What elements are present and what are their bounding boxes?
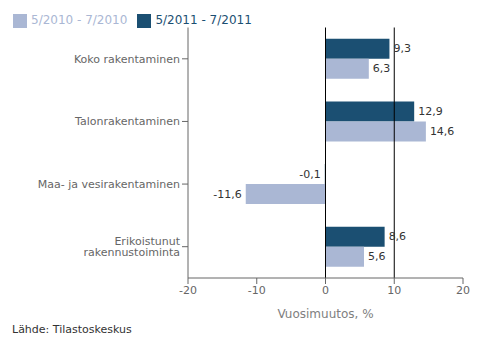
svg-text:Erikoistunutrakennustoiminta: Erikoistunutrakennustoiminta xyxy=(83,235,180,259)
svg-text:6,3: 6,3 xyxy=(373,62,391,75)
svg-text:5,6: 5,6 xyxy=(368,250,386,263)
svg-text:-10: -10 xyxy=(248,284,266,297)
html-text:Lähde: Tilastoskeskus: Lähde: Tilastoskeskus xyxy=(12,323,132,336)
svg-text:0: 0 xyxy=(322,284,329,297)
svg-text:Talonrakentaminen: Talonrakentaminen xyxy=(74,115,180,128)
svg-text:-20: -20 xyxy=(179,284,197,297)
svg-text:10: 10 xyxy=(387,284,401,297)
html-text:5/2011 - 7/2011: 5/2011 - 7/2011 xyxy=(155,13,252,27)
svg-text:12,9: 12,9 xyxy=(418,105,443,118)
svg-text:-0,1: -0,1 xyxy=(299,168,320,181)
svg-text:Vuosimuutos, %: Vuosimuutos, % xyxy=(277,307,373,321)
svg-text:14,6: 14,6 xyxy=(430,125,455,138)
svg-text:-11,6: -11,6 xyxy=(213,188,241,201)
svg-text:8,6: 8,6 xyxy=(389,230,407,243)
svg-text:20: 20 xyxy=(456,284,470,297)
svg-text:Koko rakentaminen: Koko rakentaminen xyxy=(74,53,180,66)
svg-text:Maa- ja vesirakentaminen: Maa- ja vesirakentaminen xyxy=(38,178,180,191)
html-text:5/2010 - 7/2010: 5/2010 - 7/2010 xyxy=(31,13,128,27)
svg-text:9,3: 9,3 xyxy=(393,42,411,55)
